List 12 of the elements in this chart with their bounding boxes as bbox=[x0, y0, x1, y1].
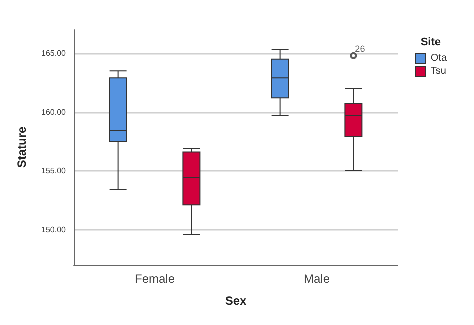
legend-label: Ota bbox=[430, 53, 448, 64]
legend-title: Site bbox=[420, 36, 442, 48]
y-tick-label: 160.00 bbox=[42, 108, 67, 117]
x-tick-label: Female bbox=[134, 272, 176, 286]
y-axis-title: Stature bbox=[15, 126, 29, 168]
y-tick-label: 155.00 bbox=[42, 166, 67, 176]
y-tick-label: 150.00 bbox=[42, 225, 67, 234]
x-tick-label: Male bbox=[304, 272, 330, 286]
legend-label: Tsu bbox=[430, 66, 446, 77]
x-axis-title: Sex bbox=[225, 294, 247, 308]
y-tick-label: 165.00 bbox=[42, 49, 67, 58]
annotation: 26 bbox=[355, 44, 366, 54]
